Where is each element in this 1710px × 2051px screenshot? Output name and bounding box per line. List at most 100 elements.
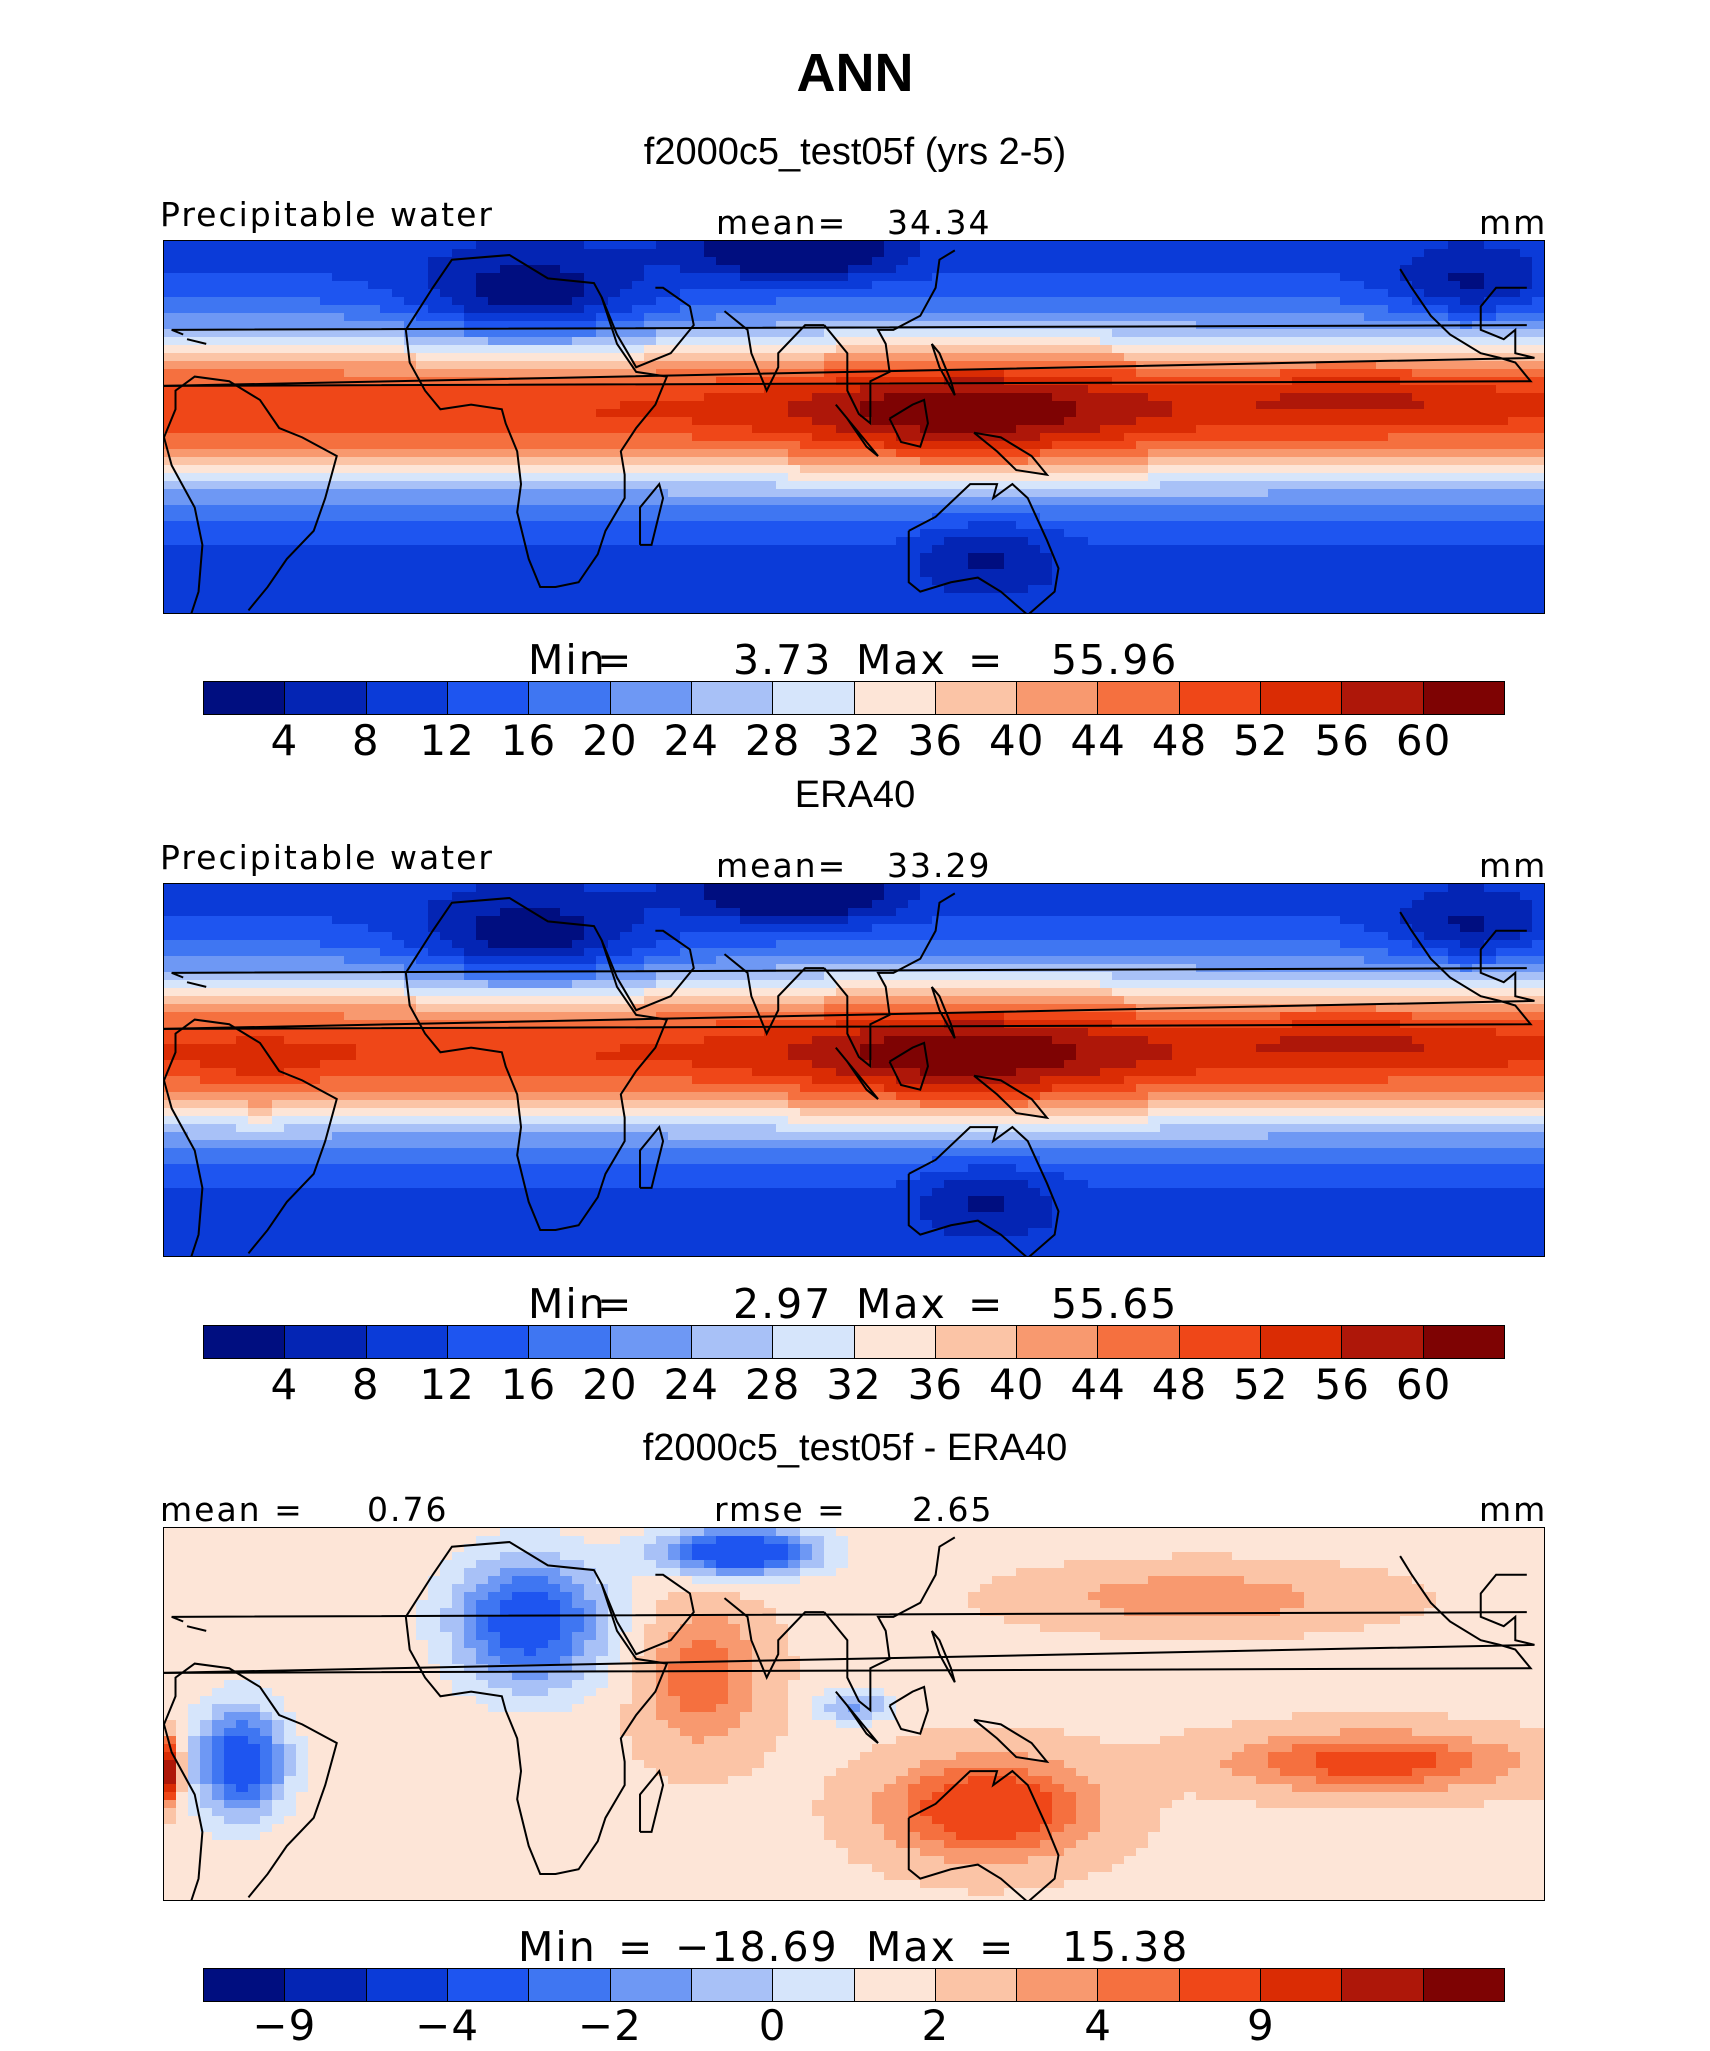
coastline (600, 1573, 695, 1656)
coastline (888, 398, 929, 448)
colorbar-tick-label: 20 (582, 716, 638, 765)
colorbar-swatch (854, 682, 936, 714)
colorbar-tick-label: 8 (351, 1360, 380, 1409)
colorbar-tick-label: −9 (252, 2001, 317, 2050)
colorbar-swatch (285, 1326, 367, 1358)
colorbar-tick-label: 48 (1151, 1360, 1208, 1409)
panel-2-max-eq: = (968, 1280, 1005, 1328)
colorbar-swatch (854, 1969, 936, 2001)
colorbar-swatch (285, 1969, 367, 2001)
coastline (171, 1611, 1527, 1623)
colorbar-tick-label: 24 (663, 1360, 719, 1409)
colorbar-swatch (1423, 1326, 1504, 1358)
colorbar-swatch (366, 1326, 448, 1358)
colorbar-swatch (366, 682, 448, 714)
panel-3-max-eq: = (979, 1923, 1016, 1971)
colorbar-swatch (366, 1969, 448, 2001)
colorbar-swatch (1098, 1326, 1180, 1358)
coastline (823, 892, 956, 1069)
colorbar-swatch (1179, 1969, 1262, 2001)
colorbar-tick-label: 44 (1070, 1360, 1126, 1409)
colorbar-swatch (204, 682, 286, 714)
colorbar-swatch (447, 682, 530, 714)
colorbar-swatch (691, 682, 774, 714)
coastline (171, 967, 1527, 979)
colorbar-tick-label: 48 (1151, 716, 1208, 765)
colorbar-tick-label: 60 (1395, 1360, 1452, 1409)
colorbar-swatch (773, 1969, 855, 2001)
coastline (164, 1018, 338, 1254)
coastline (639, 1768, 665, 1833)
coastline (907, 1173, 1027, 1256)
colorbar-swatch (773, 1326, 855, 1358)
panel-3-map (163, 1527, 1545, 1901)
colorbar-swatch (1261, 682, 1343, 714)
panel-1-min-label: Min (528, 636, 607, 684)
coastline (907, 1817, 1027, 1900)
colorbar-tick-label: 28 (744, 1360, 801, 1409)
panel-2-min-label: Min (528, 1280, 607, 1328)
colorbar-swatch (691, 1969, 774, 2001)
colorbar-swatch (204, 1969, 286, 2001)
colorbar-swatch (1098, 682, 1180, 714)
panel-1-variable-label: Precipitable water (160, 195, 494, 234)
colorbar-swatch (447, 1326, 530, 1358)
coastline (823, 1536, 956, 1713)
panel-3-min-value: −18.69 (675, 1923, 839, 1971)
colorbar-tick-label: 32 (826, 1360, 882, 1409)
colorbar-swatch (1179, 682, 1262, 714)
colorbar-swatch (529, 1969, 611, 2001)
panel-1-units: mm (1479, 203, 1548, 242)
colorbar-swatch (447, 1969, 530, 2001)
colorbar-tick-label: 56 (1314, 716, 1370, 765)
coastline (639, 481, 665, 546)
colorbar-swatch (1423, 1969, 1504, 2001)
coastline (164, 437, 204, 613)
colorbar-tick-label: 52 (1233, 1360, 1289, 1409)
coastline (823, 249, 956, 426)
panel-3-field (164, 1528, 1544, 1900)
colorbar-swatch (1342, 1969, 1424, 2001)
coastline (186, 981, 207, 988)
colorbar-swatch (285, 682, 367, 714)
colorbar-tick-label: 2 (921, 2001, 950, 2050)
panel-1-colorbar (203, 681, 1505, 715)
coastline (835, 1690, 879, 1744)
coastline (164, 911, 1533, 1030)
colorbar-swatch (1017, 682, 1099, 714)
colorbar-swatch (1017, 1326, 1099, 1358)
colorbar-tick-label: 40 (989, 1360, 1045, 1409)
panel-2-colorbar-ticks: 4 8 12 16 20 24 28 32 36 40 44 48 52 56 60 (203, 1360, 1505, 1410)
coastline (164, 1724, 204, 1900)
colorbar-tick-label: 4 (270, 716, 299, 765)
coastline (186, 338, 207, 345)
coastline (835, 1046, 879, 1100)
colorbar-swatch (1098, 1969, 1180, 2001)
colorbar-swatch (935, 682, 1018, 714)
coastline (908, 1125, 1060, 1256)
panel-3-max-value: 15.38 (1062, 1923, 1190, 1971)
panel-1-mean-label: mean= (716, 203, 848, 242)
panel-2-map (163, 883, 1545, 1257)
coastline (164, 268, 1533, 387)
panel-3-rmse-value: 2.65 (912, 1490, 994, 1529)
coastline (835, 403, 879, 457)
colorbar-tick-label: 12 (419, 1360, 475, 1409)
panel-2-min-value: 2.97 (733, 1280, 833, 1328)
colorbar-swatch (691, 1326, 774, 1358)
panel-2-mean-value: 33.29 (887, 846, 992, 885)
panel-1-field (164, 241, 1544, 613)
coastline (639, 1124, 665, 1189)
coastline (723, 310, 825, 394)
colorbar-tick-label: 0 (758, 2001, 787, 2050)
coastline (907, 530, 1027, 613)
colorbar-tick-label: 56 (1314, 1360, 1370, 1409)
colorbar-tick-label: 28 (744, 716, 801, 765)
coastline (164, 286, 1535, 387)
panel-3-rmse-label: rmse = (714, 1490, 847, 1529)
coastline (164, 1555, 1533, 1674)
coastline (164, 1573, 1535, 1674)
colorbar-tick-label: 36 (907, 716, 964, 765)
colorbar-swatch (1342, 682, 1424, 714)
panel-3-min-label: Min (518, 1923, 597, 1971)
